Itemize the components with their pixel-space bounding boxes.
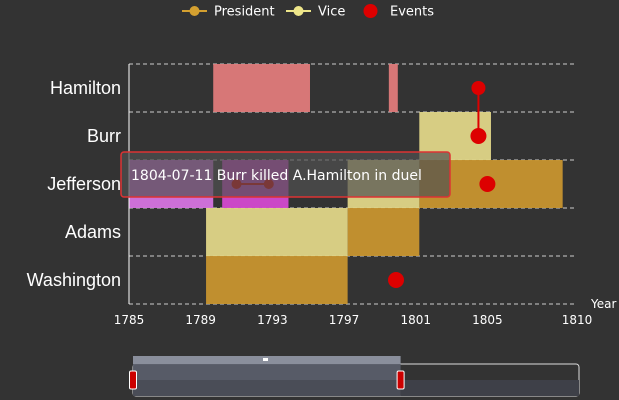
tooltip-box [120, 151, 451, 198]
zoom-preview-outside [400, 380, 579, 396]
bar-other-roles-hamilton [388, 64, 398, 112]
x-tick-label: 1789 [185, 313, 216, 327]
y-tick-label-burr: Burr [87, 126, 121, 146]
x-tick-label: 1785 [114, 313, 145, 327]
legend-item-events[interactable]: Events [363, 4, 435, 20]
event-point-hamilton[interactable] [471, 81, 486, 95]
legend-label: Vice [318, 5, 345, 20]
y-tick-label-hamilton: Hamilton [50, 78, 121, 98]
zoom-preview-area [133, 380, 401, 396]
x-tick-label: 1801 [400, 313, 431, 327]
legend-marker [363, 4, 378, 18]
legend-item-president[interactable]: President [182, 5, 275, 20]
bar-president-washington [206, 256, 348, 304]
bar-other-roles-hamilton [213, 64, 310, 112]
legend-label: President [214, 5, 275, 20]
x-axis-name: Year [590, 297, 616, 311]
legend-item-vice[interactable]: Vice [286, 5, 345, 20]
event-point-burr[interactable] [470, 128, 487, 144]
x-tick-label: 1805 [472, 313, 503, 327]
zoom-start-handle[interactable] [129, 370, 137, 390]
bar-vice-adams [206, 208, 348, 256]
event-point-washington[interactable] [388, 272, 405, 288]
bar-president-adams [347, 208, 420, 256]
legend-label: Events [390, 5, 434, 20]
chart-axes: Washington Adams Jefferson Burr Hamilton 1785… [27, 64, 616, 327]
y-tick-label-jefferson: Jefferson [47, 174, 121, 194]
legend-marker [293, 6, 304, 16]
tooltip: 1804-07-11 Burr killed A.Hamilton in due… [120, 151, 451, 198]
x-tick-label: 1793 [257, 313, 288, 327]
legend[interactable]: President Vice Events [182, 4, 434, 20]
grip-icon [263, 358, 268, 361]
legend-marker [189, 6, 200, 16]
tooltip-text: 1804-07-11 Burr killed A.Hamilton in due… [131, 168, 422, 184]
zoom-end-handle[interactable] [396, 370, 405, 390]
x-tick-label: 1797 [329, 313, 360, 327]
x-tick-label: 1810 [562, 313, 593, 327]
y-tick-label-adams: Adams [65, 222, 121, 242]
y-tick-label-washington: Washington [27, 270, 121, 290]
data-zoom-slider[interactable] [129, 356, 580, 397]
event-point-jefferson[interactable] [479, 176, 496, 192]
